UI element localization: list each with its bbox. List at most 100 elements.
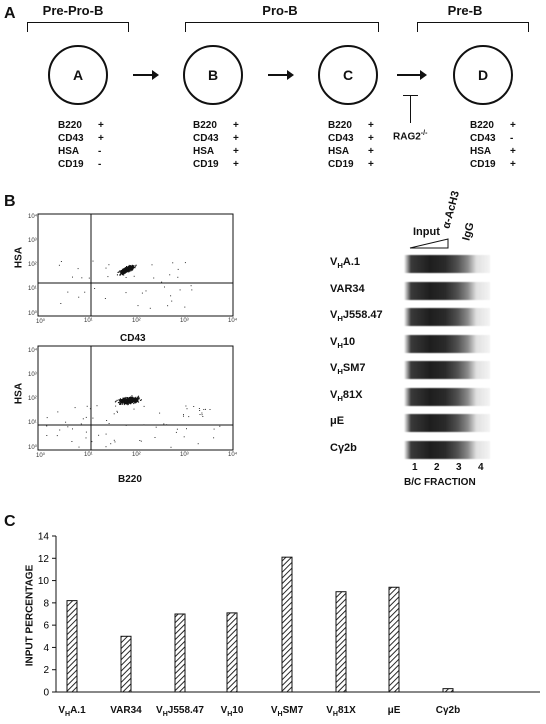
flow-event-dot xyxy=(125,267,127,269)
flow-event-dot xyxy=(124,402,126,404)
marker-row: HSA + xyxy=(470,145,524,158)
y-tick-label: 4 xyxy=(43,643,49,654)
flow-event-dot xyxy=(119,398,121,400)
y-tick-label: 0 xyxy=(43,688,49,699)
flow-event-dot xyxy=(67,291,69,293)
flow-event-dot xyxy=(133,402,135,404)
flow-event-dot xyxy=(133,403,135,405)
flow-event-dot xyxy=(122,272,124,274)
flow-event-dot xyxy=(161,281,163,283)
flow-top-xlabel: CD43 xyxy=(120,333,146,344)
flow-event-dot xyxy=(124,398,126,400)
flow-event-dot xyxy=(107,276,109,278)
flow-event-dot xyxy=(137,398,139,400)
gel-band-strip xyxy=(404,414,490,432)
flow-event-dot xyxy=(122,397,124,399)
flow-event-dot xyxy=(132,397,134,399)
flow-event-dot xyxy=(135,265,137,267)
marker-row: CD43 + xyxy=(328,132,382,145)
flow-event-dot xyxy=(108,264,110,266)
marker-sign: + xyxy=(510,159,516,170)
decade-label: 10³ xyxy=(180,318,189,324)
flow-event-dot xyxy=(130,403,132,405)
flow-event-dot xyxy=(119,403,121,405)
marker-sign: + xyxy=(368,133,374,144)
flow-event-dot xyxy=(128,271,130,273)
flow-event-dot xyxy=(155,426,157,428)
flow-event-dot xyxy=(137,398,139,400)
gel-antibody-label: α-AcH3 xyxy=(440,189,462,230)
decade-label: 10⁴ xyxy=(28,348,38,354)
flow-event-dot xyxy=(130,266,132,268)
flow-event-dot xyxy=(105,446,107,448)
marker-row: CD19 + xyxy=(328,158,382,171)
flow-event-dot xyxy=(124,399,126,401)
flow-event-dot xyxy=(58,264,60,266)
flow-event-dot xyxy=(131,402,133,404)
flow-event-dot xyxy=(134,401,136,403)
flow-event-dot xyxy=(116,399,118,401)
flow-event-dot xyxy=(137,399,139,401)
flow-event-dot xyxy=(159,412,161,414)
marker-row: B220 + xyxy=(328,119,382,132)
marker-sign: + xyxy=(233,146,239,157)
marker-name: CD43 xyxy=(193,133,219,144)
flow-event-dot xyxy=(130,265,132,267)
bar xyxy=(388,586,400,693)
flow-event-dot xyxy=(126,270,128,272)
block-stem xyxy=(410,95,411,123)
decade-label: 10³ xyxy=(28,372,37,378)
bar xyxy=(66,600,78,693)
flow-event-dot xyxy=(124,270,126,272)
flow-event-dot xyxy=(59,429,61,431)
flow-event-dot xyxy=(136,401,138,403)
arrow-c-to-d xyxy=(397,70,427,80)
marker-sign: - xyxy=(98,159,102,170)
flow-event-dot xyxy=(131,268,133,270)
flow-event-dot xyxy=(119,271,121,273)
flow-event-dot xyxy=(131,269,133,271)
flow-event-dot xyxy=(120,272,122,274)
flow-event-dot xyxy=(151,264,153,266)
flow-event-dot xyxy=(169,274,171,276)
flow-top-frame xyxy=(37,213,234,317)
flow-event-dot xyxy=(124,399,126,401)
flow-event-dot xyxy=(140,399,142,401)
flow-event-dot xyxy=(163,423,165,425)
marker-name: CD43 xyxy=(58,133,84,144)
marker-sign: + xyxy=(510,146,516,157)
flow-event-dot xyxy=(149,307,151,309)
flow-event-dot xyxy=(122,270,124,272)
arrow-a-to-b xyxy=(133,70,159,80)
marker-row: CD43 - xyxy=(470,132,524,145)
flow-event-dot xyxy=(65,421,67,423)
x-category-label: VHJ558.47 xyxy=(156,705,204,718)
flow-event-dot xyxy=(131,267,133,269)
markers-cell-b: B220 + CD43 + HSA + CD19 + xyxy=(193,119,247,171)
flow-event-dot xyxy=(118,400,120,402)
flow-event-dot xyxy=(128,403,130,405)
marker-name: B220 xyxy=(58,120,82,131)
flow-event-dot xyxy=(199,410,201,411)
flow-event-dot xyxy=(131,266,133,268)
y-tick-label: 2 xyxy=(43,665,49,676)
flow-event-dot xyxy=(126,402,128,404)
marker-row: CD19 - xyxy=(58,158,112,171)
flow-event-dot xyxy=(122,271,124,273)
flow-event-dot xyxy=(129,397,131,399)
block-bar xyxy=(403,95,418,96)
flow-event-dot xyxy=(130,401,132,403)
panel-c-letter: C xyxy=(4,513,16,530)
flow-event-dot xyxy=(129,266,131,268)
flow-event-dot xyxy=(123,404,125,406)
flow-event-dot xyxy=(133,400,135,402)
decade-label: 10¹ xyxy=(84,452,93,458)
flow-event-dot xyxy=(132,401,134,403)
input-wedge xyxy=(409,238,449,249)
flow-event-dot xyxy=(56,435,58,437)
flow-event-dot xyxy=(137,400,139,402)
marker-name: B220 xyxy=(193,120,217,131)
decade-label: 10⁴ xyxy=(228,452,238,458)
marker-name: CD19 xyxy=(470,159,496,170)
flow-event-dot xyxy=(127,400,129,402)
